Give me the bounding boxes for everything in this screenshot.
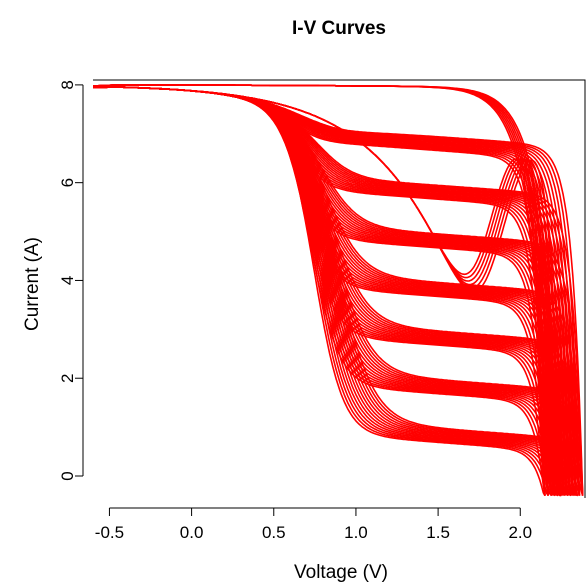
x-tick-label: -0.5	[95, 523, 124, 542]
y-tick-label: 4	[58, 276, 77, 285]
y-tick-label: 2	[58, 373, 77, 382]
curve-group	[93, 84, 584, 497]
x-tick-label: 1.0	[344, 523, 368, 542]
y-tick-label: 6	[58, 178, 77, 187]
x-axis-label: Voltage (V)	[294, 562, 388, 582]
x-tick-label: 1.5	[426, 523, 450, 542]
x-tick-label: 0.0	[180, 523, 204, 542]
iv-curve	[93, 84, 564, 496]
y-tick-label: 8	[58, 80, 77, 89]
x-tick-label: 2.0	[508, 523, 532, 542]
y-axis-label: Current (A)	[22, 237, 43, 331]
y-axis: 0 2 4 6 8	[58, 80, 84, 481]
iv-curve	[93, 86, 563, 496]
x-axis: -0.5 0.0 0.5 1.0 1.5 2.0	[95, 507, 532, 542]
x-tick-label: 0.5	[262, 523, 286, 542]
y-tick-label: 0	[58, 471, 77, 480]
chart-title: I-V Curves	[292, 18, 386, 39]
plot-frame	[93, 79, 586, 498]
plot-border	[93, 79, 586, 498]
